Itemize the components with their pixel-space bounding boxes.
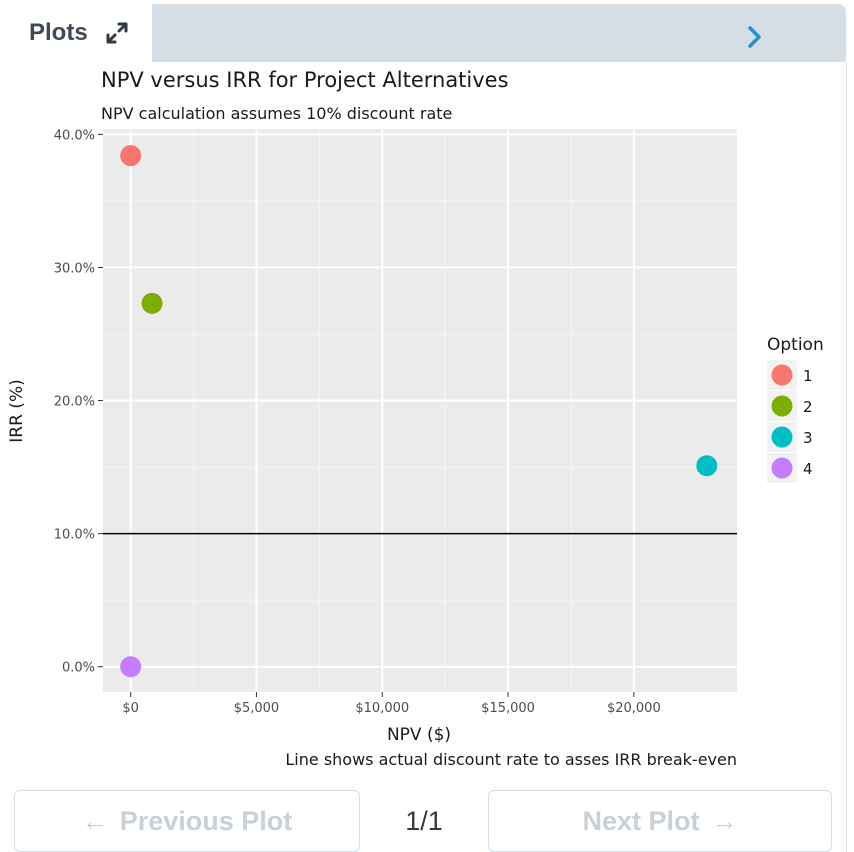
legend-label: 4 [803, 460, 813, 478]
data-point-option-1 [120, 145, 142, 167]
plot-panel [103, 129, 737, 692]
y-tick-label: 20.0% [54, 395, 95, 410]
y-axis-label: IRR (%) [7, 379, 27, 442]
chart-container: $0 $5,000 $10,000 $15,000 $20,000 0.0% 10.0% 2… [0, 62, 846, 777]
y-tick-label: 40.0% [54, 128, 95, 143]
panel-border [846, 62, 847, 852]
expand-icon[interactable] [104, 20, 130, 46]
legend-marker-4 [771, 457, 793, 479]
chart-caption: Line shows actual discount rate to asses… [285, 750, 737, 769]
x-axis-label: NPV ($) [387, 725, 451, 745]
plot-navigation: ← Previous Plot 1/1 Next Plot → [0, 790, 854, 852]
chevron-right-icon[interactable] [744, 24, 766, 50]
chart-title: NPV versus IRR for Project Alternatives [101, 68, 509, 92]
x-tick-label: $20,000 [607, 701, 661, 716]
y-tick-label: 0.0% [62, 661, 95, 676]
legend-title: Option [767, 335, 824, 355]
arrow-left-icon: ← [81, 805, 108, 836]
y-tick-label: 30.0% [54, 261, 95, 276]
legend: Option 1 2 3 4 [767, 335, 824, 483]
arrow-right-icon: → [711, 805, 738, 836]
previous-plot-button[interactable]: ← Previous Plot [14, 790, 360, 852]
data-point-option-3 [696, 455, 718, 477]
tab-plots-label: Plots [29, 19, 88, 46]
legend-marker-1 [771, 364, 793, 386]
data-point-option-4 [120, 656, 142, 678]
y-tick-label: 10.0% [54, 528, 95, 543]
page-indicator: 1/1 [405, 805, 443, 836]
x-tick-label: $15,000 [481, 701, 535, 716]
data-point-option-2 [141, 292, 163, 314]
previous-plot-label: Previous Plot [119, 805, 293, 836]
tab-plots[interactable]: Plots [0, 4, 152, 62]
legend-marker-2 [771, 395, 793, 417]
chart-subtitle: NPV calculation assumes 10% discount rat… [101, 104, 452, 123]
plots-panel-header: Plots [0, 0, 854, 62]
x-tick-label: $10,000 [355, 701, 409, 716]
scatter-chart: $0 $5,000 $10,000 $15,000 $20,000 0.0% 10.0% 2… [7, 68, 824, 769]
x-tick-label: $0 [122, 701, 139, 716]
legend-label: 3 [803, 429, 813, 447]
legend-label: 2 [803, 398, 813, 416]
x-tick-label: $5,000 [234, 701, 280, 716]
next-plot-button[interactable]: Next Plot → [488, 790, 832, 852]
panel-header-bar [152, 4, 846, 62]
legend-label: 1 [803, 367, 813, 385]
legend-marker-3 [771, 426, 793, 448]
next-plot-label: Next Plot [582, 805, 700, 836]
